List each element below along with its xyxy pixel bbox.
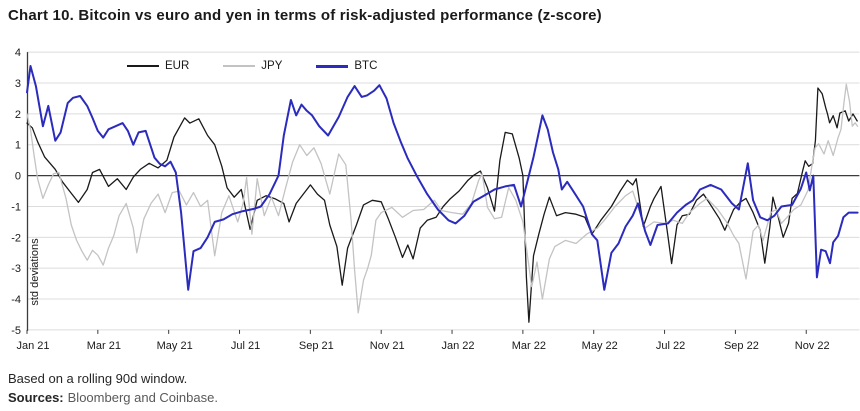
y-tick-label: -5 xyxy=(11,325,21,337)
x-tick-label: Mar 21 xyxy=(87,340,121,352)
sources-text: Bloomberg and Coinbase. xyxy=(67,390,218,405)
y-tick-label: -4 xyxy=(11,294,21,306)
x-tick-label: Nov 22 xyxy=(795,340,830,352)
chart-footnote: Based on a rolling 90d window. xyxy=(8,371,188,386)
x-tick-label: May 21 xyxy=(157,340,193,352)
line-chart: 4 3 2 1 0 -1 -2 -3 -4 -5 Jan 21 Mar 21 May 21 Jul 21 S… xyxy=(11,47,860,352)
series-line-jpy xyxy=(26,83,859,314)
x-tick-label: Nov 21 xyxy=(370,340,405,352)
y-tick-label: 2 xyxy=(15,109,21,121)
x-tick-label: Sep 21 xyxy=(299,340,334,352)
legend-item-eur: EUR xyxy=(127,60,189,72)
y-tick-label: -2 xyxy=(11,232,21,244)
legend-item-btc: BTC xyxy=(316,60,377,72)
x-tick-label: Jul 21 xyxy=(231,340,260,352)
legend-label-jpy: JPY xyxy=(261,60,283,72)
chart-sources: Sources: Bloomberg and Coinbase. xyxy=(8,390,218,405)
y-axis-label: std deviations xyxy=(29,238,41,306)
y-tick-label: 1 xyxy=(15,140,21,152)
y-tick-label: 4 xyxy=(15,47,21,59)
y-tick-label: 0 xyxy=(15,171,21,183)
y-tick-label: -1 xyxy=(11,201,21,213)
x-tick-label: Mar 22 xyxy=(512,340,546,352)
chart-title: Chart 10. Bitcoin vs euro and yen in ter… xyxy=(8,7,602,24)
legend-swatch-jpy xyxy=(223,65,256,67)
series-line-btc xyxy=(26,65,859,291)
x-tick-label: Jan 21 xyxy=(16,340,49,352)
x-tick-label: Jan 22 xyxy=(442,340,475,352)
chart-legend: EUR JPY BTC xyxy=(127,60,411,72)
sources-label: Sources: xyxy=(8,390,64,405)
legend-swatch-eur xyxy=(127,65,159,67)
legend-item-jpy: JPY xyxy=(223,60,282,72)
y-tick-label: 3 xyxy=(15,78,21,90)
x-tick-label: Jul 22 xyxy=(656,340,685,352)
legend-label-eur: EUR xyxy=(165,60,190,72)
x-tick-label: Sep 22 xyxy=(724,340,759,352)
series-line-eur xyxy=(26,87,858,323)
legend-swatch-btc xyxy=(316,64,349,68)
y-tick-label: -3 xyxy=(11,263,21,275)
legend-label-btc: BTC xyxy=(354,60,378,72)
x-tick-label: May 22 xyxy=(582,340,618,352)
